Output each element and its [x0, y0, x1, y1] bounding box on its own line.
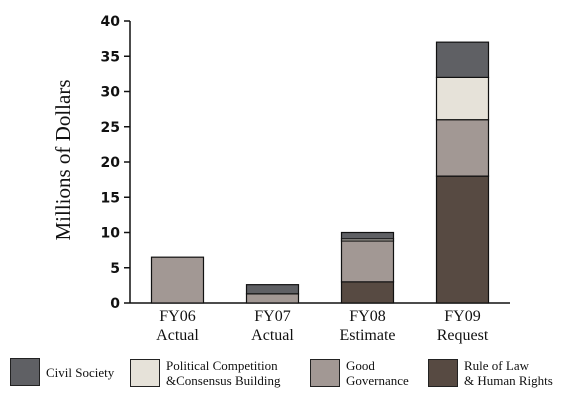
- y-tick-label: 30: [101, 85, 121, 101]
- legend-item-political-competition: Political Competition &Consensus Buildin…: [130, 358, 281, 388]
- bar-chart: Millions of Dollars 0 5 10 15 20 25 30 35 40 FY0…: [51, 14, 510, 344]
- category-label-line1: FY08: [349, 308, 385, 325]
- y-tick-label: 35: [101, 49, 120, 65]
- legend-label-rule-of-law: Rule of Law & Human Rights: [464, 358, 553, 388]
- legend-swatch-civil-society: [10, 358, 40, 386]
- y-axis-label: Millions of Dollars: [51, 80, 75, 241]
- category-label-line1: FY07: [254, 308, 290, 325]
- bar-segment: [245, 293, 300, 304]
- legend-item-civil-society: Civil Society: [10, 358, 114, 386]
- y-tick-label: 20: [101, 155, 121, 171]
- bar-segment: [435, 76, 490, 121]
- y-tick-label: 5: [110, 261, 120, 277]
- legend-swatch-rule-of-law: [428, 359, 458, 387]
- bar-segment: [340, 231, 395, 240]
- legend-label-civil-society: Civil Society: [46, 364, 115, 380]
- y-tick-label: 25: [101, 120, 120, 136]
- legend-swatch-good-governance: [310, 359, 340, 387]
- legend-label-political-competition: Political Competition &Consensus Buildin…: [166, 358, 281, 388]
- y-tick-label: 15: [101, 190, 120, 206]
- category-label-line1: FY06: [159, 308, 195, 325]
- legend-item-rule-of-law: Rule of Law & Human Rights: [428, 358, 553, 388]
- bar-segment: [340, 281, 395, 304]
- legend-swatch-political-competition: [130, 359, 160, 387]
- bar-segment: [150, 256, 205, 304]
- category-label-line2: Estimate: [340, 327, 396, 344]
- category-label-line2: Actual: [251, 327, 294, 344]
- category-label-line2: Request: [437, 327, 489, 344]
- legend-label-good-governance: Good Governance: [346, 358, 409, 388]
- bar-segment: [435, 119, 490, 177]
- y-tick-label: 10: [101, 226, 121, 242]
- bars: [150, 41, 490, 304]
- bar-segment: [245, 284, 300, 295]
- category-label-line1: FY09: [444, 308, 480, 325]
- category-label-line2: Actual: [156, 327, 199, 344]
- legend: Civil Society Political Competition &Con…: [0, 358, 566, 392]
- y-tick-label: 40: [101, 14, 121, 30]
- y-tick-label: 0: [110, 296, 120, 312]
- x-axis-labels: FY06 Actual FY07 Actual FY08 Estimate FY09 Requ…: [156, 308, 489, 344]
- legend-item-good-governance: Good Governance: [310, 358, 409, 388]
- bar-segment: [340, 240, 395, 283]
- bar-segment: [435, 41, 490, 79]
- bar-segment: [435, 175, 490, 304]
